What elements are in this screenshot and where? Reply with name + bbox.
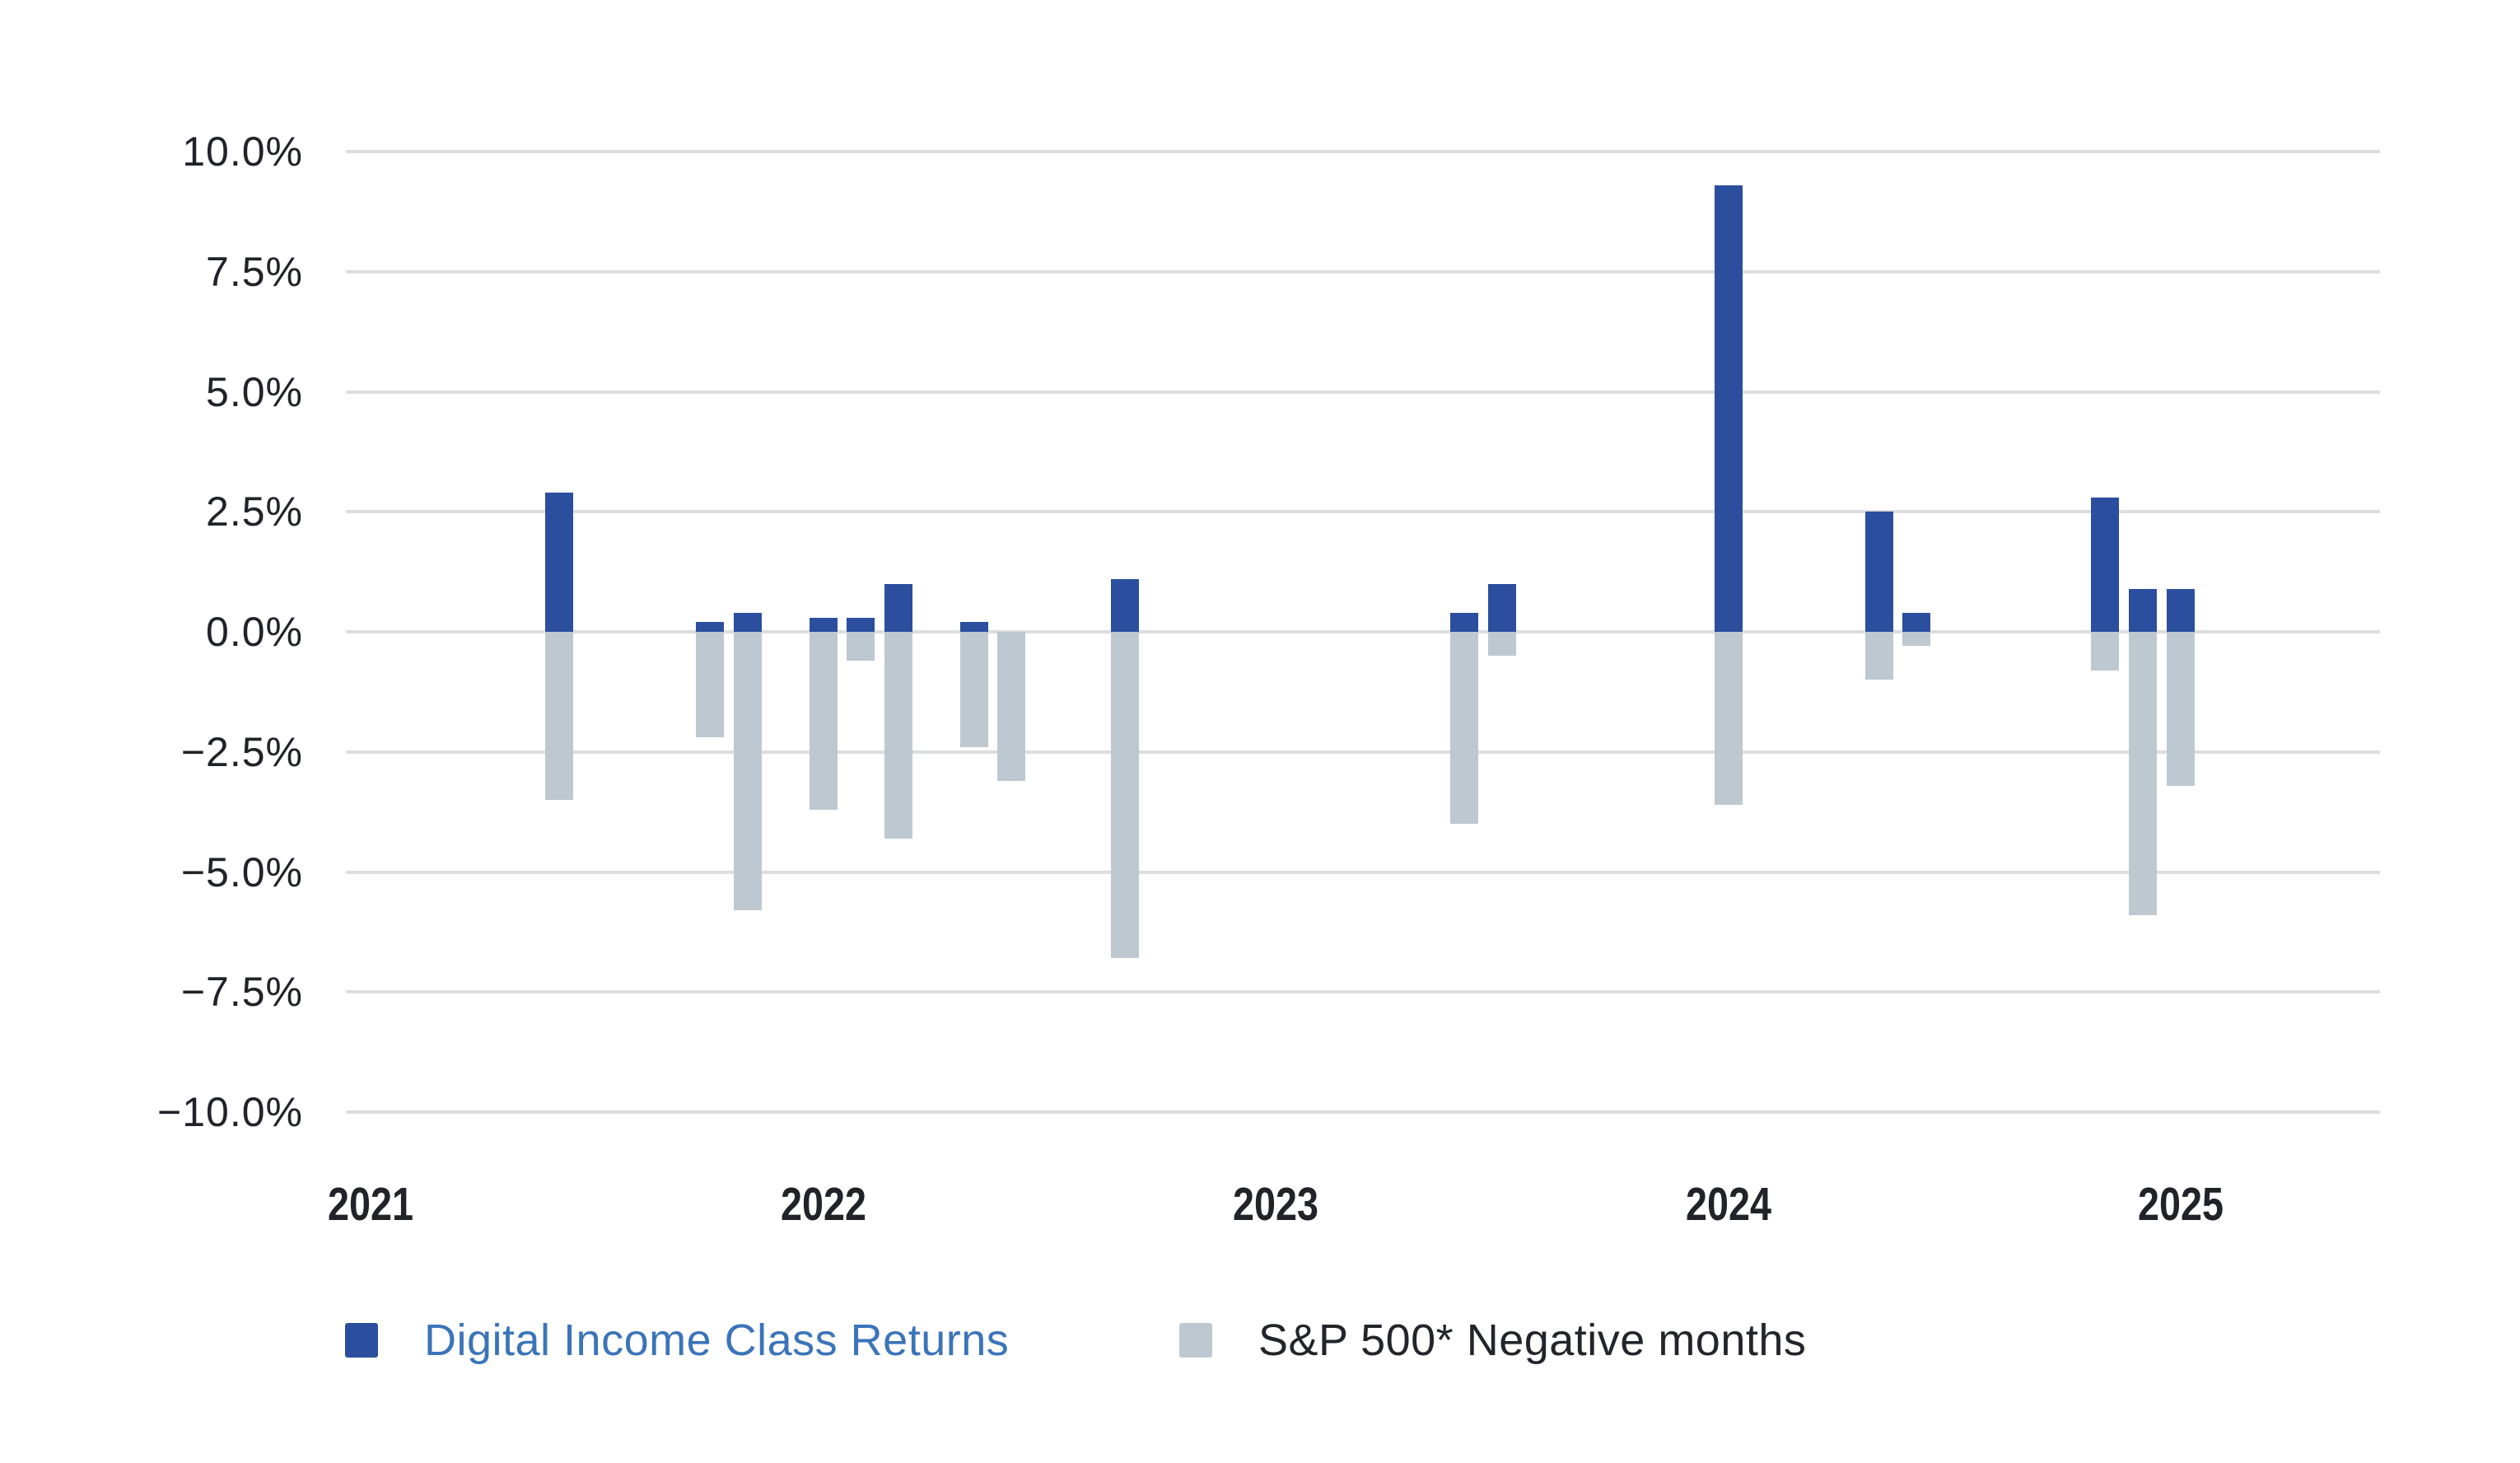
bar-digital-income-returns bbox=[959, 622, 988, 632]
bar-sp500-negative-month bbox=[997, 632, 1026, 781]
bar-digital-income-returns bbox=[1902, 612, 1931, 632]
bar-sp500-negative-month bbox=[1714, 632, 1743, 805]
legend-swatch-digital-income-returns bbox=[345, 1323, 378, 1358]
bar-sp500-negative-month bbox=[1449, 632, 1478, 825]
bar-sp500-negative-month bbox=[733, 632, 762, 911]
bar-digital-income-returns bbox=[1110, 578, 1139, 632]
gridline-10.0% bbox=[346, 150, 2380, 153]
bar-digital-income-returns bbox=[544, 492, 573, 632]
bar-digital-income-returns bbox=[1714, 185, 1743, 632]
bar-digital-income-returns bbox=[2129, 588, 2158, 632]
gridline-−10.0% bbox=[346, 1110, 2380, 1114]
bar-sp500-negative-month bbox=[1864, 632, 1893, 680]
gridline-−5.0% bbox=[346, 870, 2380, 874]
gridline-5.0% bbox=[346, 390, 2380, 394]
bar-digital-income-returns bbox=[884, 583, 913, 632]
legend-label-digital-income-returns: Digital Income Class Returns bbox=[424, 1316, 1010, 1365]
gridline-−2.5% bbox=[346, 750, 2380, 754]
bar-digital-income-returns bbox=[2091, 497, 2120, 632]
bar-digital-income-returns bbox=[1449, 612, 1478, 632]
gridline-7.5% bbox=[346, 269, 2380, 273]
gridline-0.0% bbox=[346, 630, 2380, 633]
bar-digital-income-returns bbox=[809, 617, 838, 632]
bar-sp500-negative-month bbox=[2129, 632, 2158, 915]
bar-sp500-negative-month bbox=[884, 632, 913, 839]
y-axis-tick-label: −2.5% bbox=[180, 728, 303, 775]
y-axis-tick-label: −5.0% bbox=[180, 848, 303, 895]
y-axis-tick-label: 10.0% bbox=[182, 129, 303, 175]
bar-sp500-negative-month bbox=[696, 632, 725, 738]
y-axis-tick-label: 0.0% bbox=[206, 609, 303, 655]
bar-sp500-negative-month bbox=[847, 632, 875, 661]
bar-sp500-negative-month bbox=[2167, 632, 2195, 786]
bar-digital-income-returns bbox=[2167, 588, 2195, 632]
bar-sp500-negative-month bbox=[809, 632, 838, 810]
x-axis-tick-label-2021: 2021 bbox=[328, 1178, 413, 1231]
bar-digital-income-returns bbox=[1487, 583, 1516, 632]
bar-sp500-negative-month bbox=[544, 632, 573, 801]
y-axis-tick-label: −10.0% bbox=[157, 1089, 303, 1135]
gridline-−7.5% bbox=[346, 990, 2380, 994]
legend-label-sp500-negative-months: S&P 500* Negative months bbox=[1258, 1316, 1807, 1365]
legend-swatch-sp500-negative-months bbox=[1179, 1323, 1212, 1358]
bar-digital-income-returns bbox=[696, 622, 725, 632]
bar-digital-income-returns bbox=[733, 612, 762, 632]
y-axis-tick-label: 7.5% bbox=[206, 248, 303, 295]
x-axis-tick-label-2022: 2022 bbox=[780, 1178, 866, 1231]
y-axis-tick-label: 2.5% bbox=[206, 488, 303, 535]
gridline-2.5% bbox=[346, 510, 2380, 514]
x-axis-tick-label-2025: 2025 bbox=[2138, 1178, 2224, 1231]
bar-sp500-negative-month bbox=[1110, 632, 1139, 959]
bar-sp500-negative-month bbox=[2091, 632, 2120, 671]
y-axis-tick-label: −7.5% bbox=[180, 969, 303, 1016]
x-axis-tick-label-2024: 2024 bbox=[1685, 1178, 1771, 1231]
bar-sp500-negative-month bbox=[1902, 632, 1931, 647]
bar-sp500-negative-month bbox=[1487, 632, 1516, 657]
bar-digital-income-returns bbox=[847, 617, 875, 632]
y-axis-tick-label: 5.0% bbox=[206, 368, 303, 415]
x-axis-tick-label-2023: 2023 bbox=[1233, 1178, 1318, 1231]
bar-digital-income-returns bbox=[1864, 512, 1893, 632]
bar-sp500-negative-month bbox=[959, 632, 988, 747]
